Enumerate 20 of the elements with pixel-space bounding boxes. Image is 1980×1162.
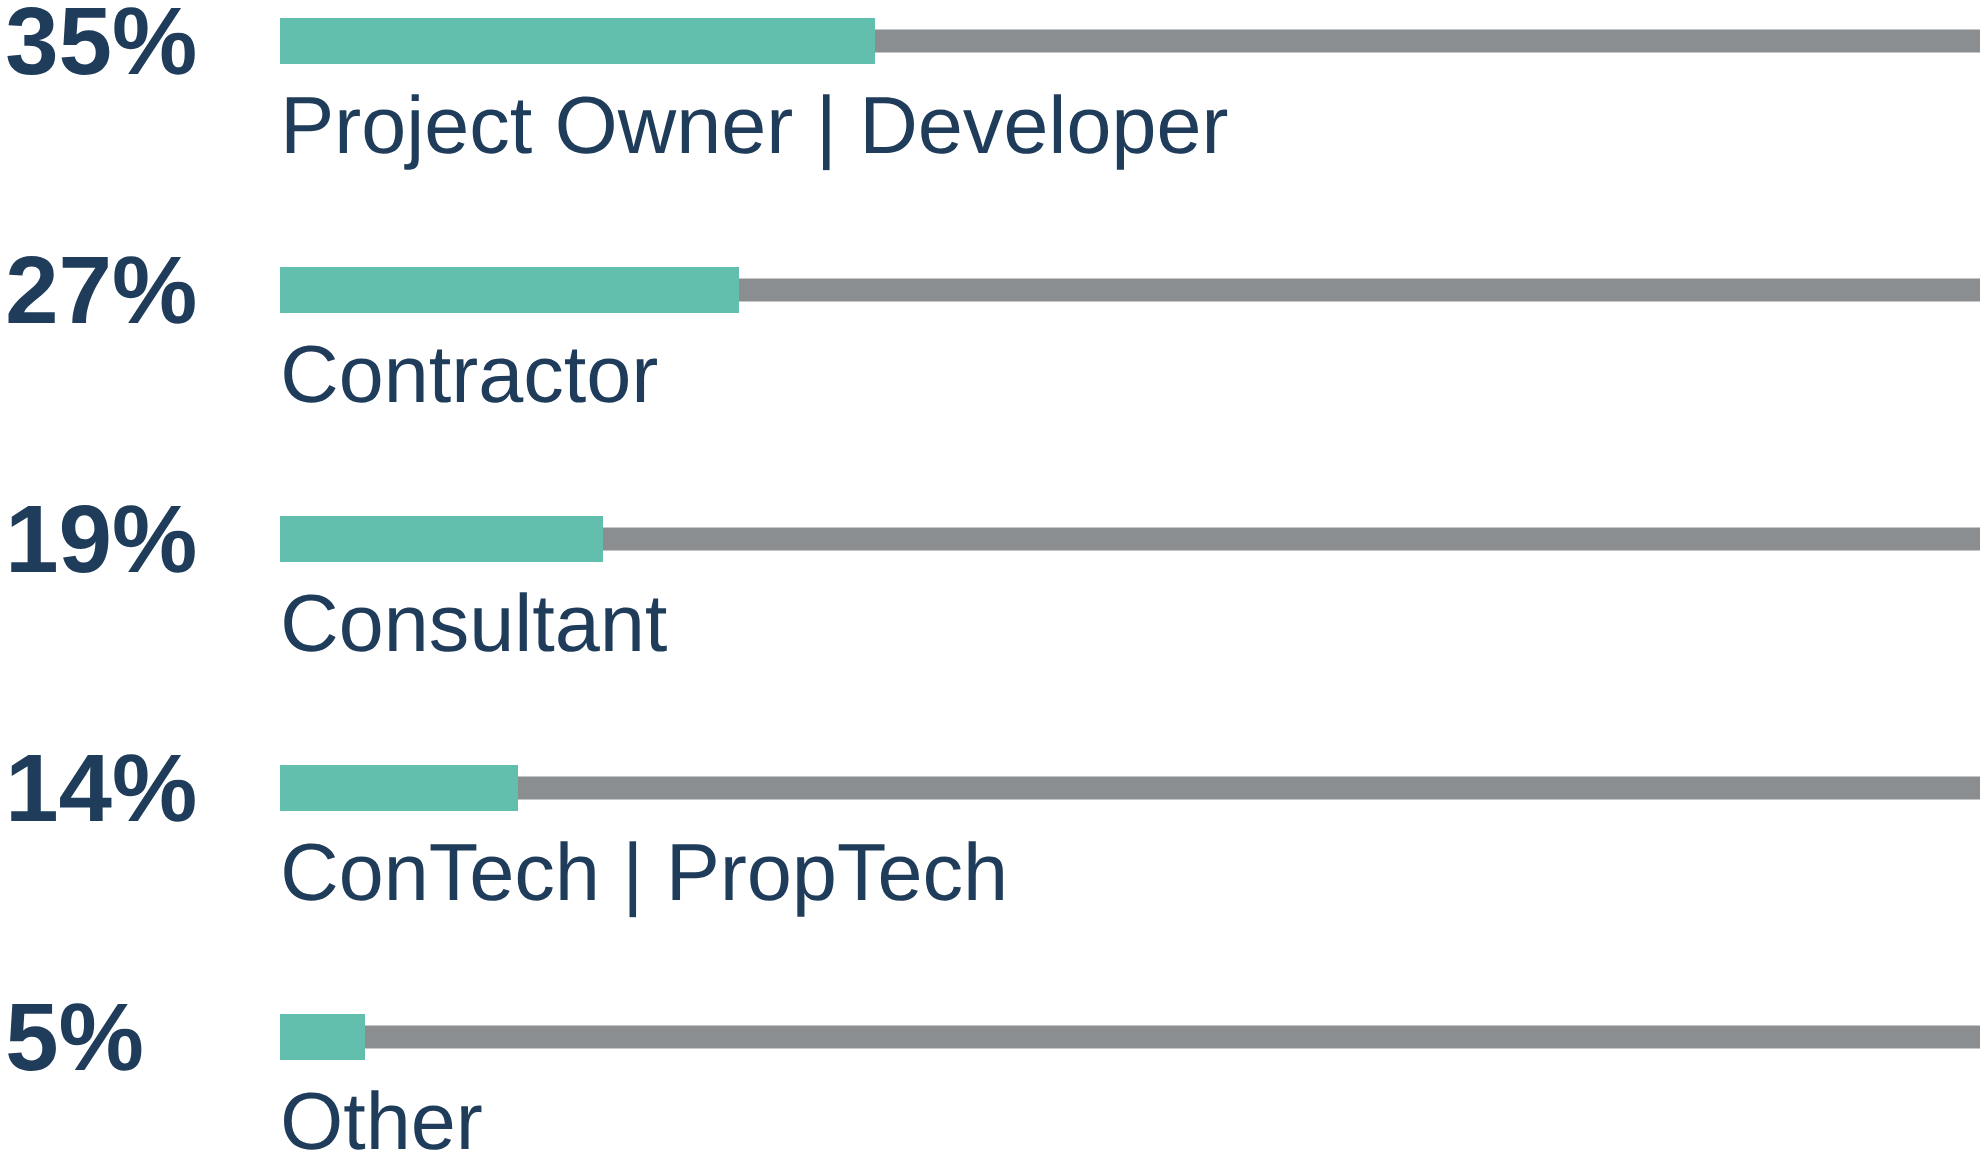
bar (518, 776, 1980, 800)
bar (280, 17, 875, 64)
data-label: 5% (8, 1003, 142, 1071)
data-label: 35% (7, 6, 195, 76)
data-label: 27% (8, 255, 195, 324)
data-label: 19% (11, 504, 195, 573)
y-tick-label: Contractor (284, 345, 657, 403)
y-tick-label: Other (284, 1090, 482, 1150)
y-tick-label: Consultant (284, 592, 667, 652)
bar (280, 765, 518, 811)
bar (875, 29, 1980, 53)
bar (280, 1014, 365, 1061)
bar (739, 278, 1980, 302)
data-label: 14% (11, 754, 195, 822)
bar (280, 266, 739, 313)
y-tick-label: ConTech | PropTech (284, 841, 1003, 918)
bar (603, 527, 1980, 551)
bar (280, 515, 603, 562)
bar (365, 1025, 1980, 1049)
y-tick-label: Project Owner | Developer (286, 94, 1228, 171)
